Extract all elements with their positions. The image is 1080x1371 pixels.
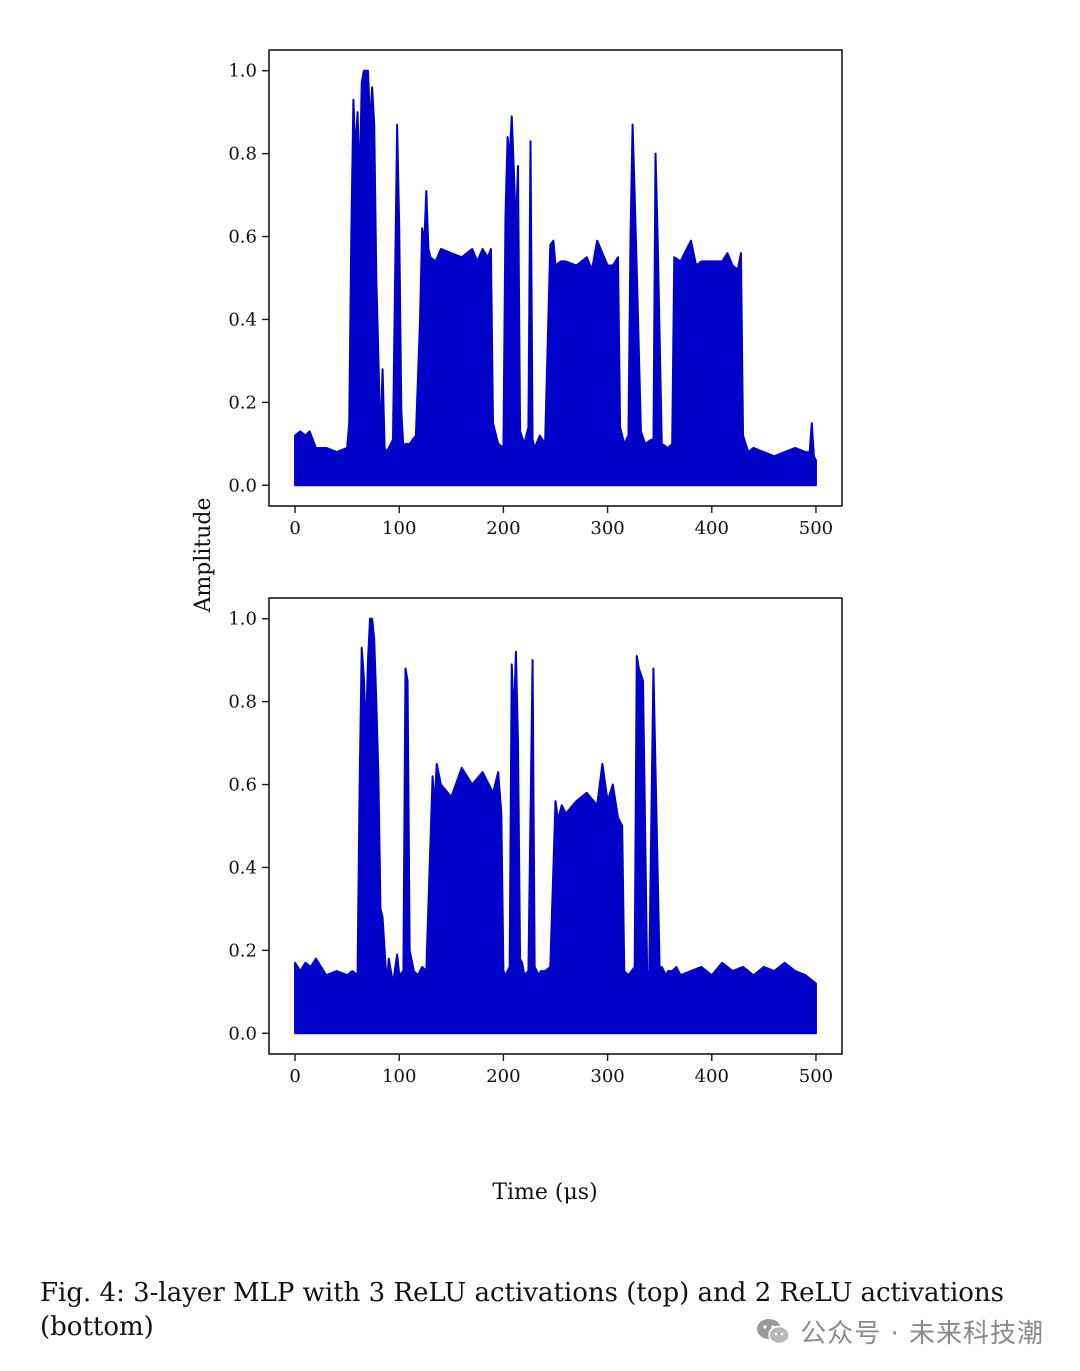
top-y-tick-label: 1.0: [228, 61, 257, 82]
top-y-tick-label: 0.8: [228, 144, 257, 165]
bottom-x-tick-label: 400: [695, 1066, 729, 1087]
watermark-text: 公众号 · 未来科技潮: [800, 1319, 1044, 1349]
wechat-icon: [757, 1318, 790, 1344]
top-x-tick-label: 500: [799, 518, 833, 539]
bottom-x-tick-label: 200: [486, 1066, 520, 1087]
bottom-plot-frame: [268, 597, 843, 1055]
bottom-x-tick-label: 0: [289, 1066, 300, 1087]
bottom-y-tick-label: 0.4: [228, 857, 257, 878]
bottom-series-0: [294, 617, 817, 1035]
bottom-x-tick-label: 100: [382, 1066, 416, 1087]
top-x-tick-label: 300: [590, 518, 624, 539]
bottom-y-tick-label: 0.0: [228, 1023, 257, 1044]
bottom-x-tick-label: 300: [590, 1066, 624, 1087]
y-axis-label: Amplitude: [191, 497, 216, 613]
bottom-y-tick-label: 0.8: [228, 692, 257, 713]
top-x-tick-label: 100: [382, 518, 416, 539]
figure: 0 100 200 300 400 500 0.0 0.2 0.4 0.6 0.8 1.0 0 100 2…: [191, 49, 843, 1205]
top-x-tick-label: 200: [486, 518, 520, 539]
x-axis-label: Time (μs): [492, 1180, 597, 1205]
top-x-tick-label: 400: [695, 518, 729, 539]
top-y-tick-label: 0.2: [228, 392, 257, 413]
bottom-y-tick-label: 0.6: [228, 775, 257, 796]
bottom-plot: 0 100 200 300 400 500 0.0 0.2 0.4 0.6 0.8 1.0: [228, 597, 843, 1087]
watermark: 公众号 · 未来科技潮: [756, 1313, 1044, 1350]
top-plot-frame: [268, 49, 843, 507]
top-y-tick-label: 0.0: [228, 475, 257, 496]
top-y-tick-label: 0.4: [228, 309, 257, 330]
bottom-x-tick-label: 500: [799, 1066, 833, 1087]
figure-caption: Fig. 4: 3-layer MLP with 3 ReLU activati…: [40, 1278, 1005, 1342]
top-x-tick-label: 0: [289, 518, 300, 539]
top-y-tick-label: 0.6: [228, 227, 257, 248]
top-series-0: [294, 69, 817, 487]
bottom-y-tick-label: 0.2: [228, 940, 257, 961]
bottom-y-tick-label: 1.0: [228, 609, 257, 630]
top-plot: 0 100 200 300 400 500 0.0 0.2 0.4 0.6 0.8 1.0: [228, 49, 843, 539]
